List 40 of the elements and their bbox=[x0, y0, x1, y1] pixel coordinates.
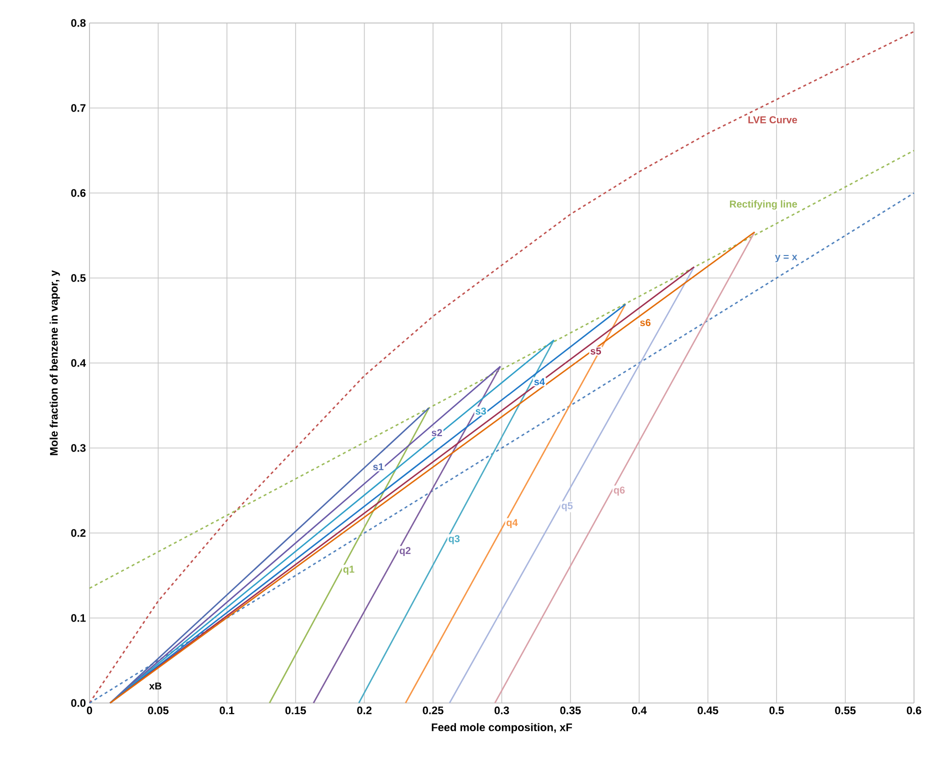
series-label: LVE Curve bbox=[748, 116, 798, 124]
series-label: s6 bbox=[640, 319, 651, 326]
x-tick-label: 0.1 bbox=[220, 706, 234, 714]
series-label: s1 bbox=[373, 463, 384, 470]
x-tick-label: 0.05 bbox=[148, 706, 169, 714]
series-label: s4 bbox=[534, 378, 545, 386]
series-label: s5 bbox=[590, 348, 602, 355]
annotation: xB bbox=[149, 682, 162, 690]
series-label: y = x bbox=[775, 254, 798, 262]
y-tick-label: 0.0 bbox=[71, 699, 86, 707]
x-tick-label: 0.2 bbox=[357, 706, 372, 714]
series-label: q3 bbox=[448, 535, 460, 544]
series-label: q1 bbox=[343, 566, 354, 575]
x-tick-label: 0.15 bbox=[285, 706, 306, 714]
series-label: q4 bbox=[506, 519, 518, 528]
y-tick-label: 0.1 bbox=[71, 614, 86, 622]
x-tick-label: 0.35 bbox=[560, 706, 581, 714]
y-tick-label: 0.4 bbox=[71, 359, 86, 367]
x-tick-label: 0.4 bbox=[632, 706, 647, 714]
series-label: q6 bbox=[614, 486, 625, 496]
series-label: s3 bbox=[476, 408, 486, 415]
series-label: s2 bbox=[432, 429, 442, 436]
x-tick-label: 0.6 bbox=[906, 706, 922, 714]
y-tick-label: 0.6 bbox=[71, 189, 86, 197]
y-tick-label: 0.2 bbox=[71, 529, 86, 537]
y-tick-label: 0.3 bbox=[71, 444, 86, 452]
y-axis-title: Mole fraction of benzene in vapor, y bbox=[50, 270, 60, 456]
series-label: q5 bbox=[562, 502, 573, 512]
x-axis-title: Feed mole composition, xF bbox=[432, 723, 572, 734]
x-tick-label: 0.45 bbox=[698, 706, 718, 714]
x-tick-label: 0.55 bbox=[835, 706, 856, 714]
y-tick-label: 0.7 bbox=[71, 104, 86, 112]
y-tick-label: 0.5 bbox=[71, 274, 86, 282]
x-tick-label: 0 bbox=[86, 706, 92, 714]
series-label: q2 bbox=[400, 547, 411, 556]
x-tick-label: 0.25 bbox=[422, 706, 444, 714]
series-label: Rectifying line bbox=[730, 200, 798, 210]
x-tick-label: 0.3 bbox=[494, 706, 509, 714]
x-tick-label: 0.5 bbox=[769, 706, 784, 714]
y-tick-label: 0.8 bbox=[71, 19, 86, 27]
